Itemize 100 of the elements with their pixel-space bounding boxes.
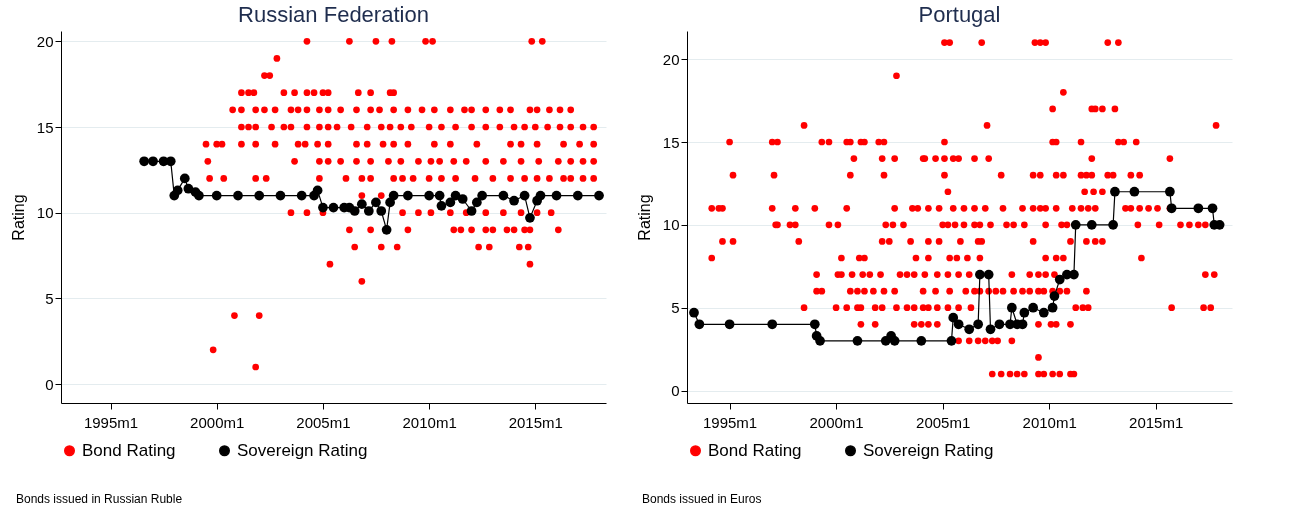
point	[148, 156, 158, 167]
legend-label: Bond Rating	[82, 440, 176, 460]
x-tick-label: 2000m1	[809, 413, 864, 431]
x-tick-label: 2010m1	[1022, 413, 1077, 431]
point	[385, 197, 395, 208]
legend-label: Sovereign Rating	[863, 440, 994, 460]
point	[948, 312, 959, 323]
y-tick-label: 0	[45, 375, 54, 393]
y-tick-label: 5	[671, 299, 680, 317]
point	[852, 336, 863, 346]
point	[434, 190, 445, 201]
point	[1086, 220, 1097, 230]
point	[1108, 220, 1118, 230]
point	[371, 197, 381, 208]
x-tick-label: 2015m1	[1129, 413, 1184, 431]
point	[254, 190, 265, 201]
point	[498, 190, 509, 201]
y-tick-label: 10	[36, 204, 54, 222]
point	[312, 185, 323, 196]
point	[509, 195, 519, 206]
x-tick-label: 2010m1	[402, 413, 457, 431]
point	[356, 199, 367, 210]
point	[975, 269, 985, 280]
point	[1047, 302, 1058, 313]
text: Bonds issued in Euros	[642, 492, 762, 506]
point	[139, 156, 150, 167]
y-tick-label: 5	[45, 289, 54, 307]
x-tick-label: 2015m1	[508, 413, 563, 431]
point	[594, 190, 604, 201]
y-tick-label: 20	[36, 32, 54, 50]
point	[436, 200, 447, 211]
point	[519, 190, 530, 201]
y-axis-title: Rating	[635, 194, 653, 241]
legend-label: Bond Rating	[708, 440, 802, 460]
point	[1129, 186, 1140, 197]
point	[445, 197, 456, 208]
point	[985, 324, 996, 335]
point	[1207, 203, 1218, 214]
chart-title: Portugal	[918, 2, 1001, 27]
point	[1049, 291, 1060, 301]
point	[1006, 302, 1017, 313]
point	[973, 319, 984, 330]
legend-label: Sovereign Rating	[237, 440, 368, 460]
point	[724, 319, 735, 330]
point	[809, 319, 820, 330]
point	[1028, 302, 1039, 313]
point	[296, 190, 307, 201]
point	[1110, 186, 1120, 197]
point	[1193, 203, 1204, 214]
x-tick-label: 1995m1	[702, 413, 758, 431]
point	[916, 336, 927, 346]
point	[194, 190, 204, 201]
point	[466, 206, 477, 216]
point	[275, 190, 286, 201]
point	[172, 185, 183, 196]
point	[694, 319, 705, 330]
point	[424, 190, 434, 201]
point	[211, 190, 222, 201]
y-tick-label: 10	[662, 216, 680, 234]
point	[1070, 220, 1081, 230]
point	[381, 224, 392, 235]
point	[1054, 274, 1065, 285]
point	[1165, 186, 1175, 197]
point	[983, 269, 994, 280]
point	[964, 324, 975, 335]
point	[572, 190, 583, 201]
point	[403, 190, 413, 201]
point	[477, 190, 488, 201]
point	[363, 206, 374, 216]
point	[179, 173, 190, 184]
point	[767, 319, 778, 330]
y-tick-label: 15	[36, 118, 54, 136]
point	[994, 319, 1005, 330]
point	[1038, 307, 1049, 318]
point	[535, 190, 546, 201]
point	[471, 197, 482, 208]
point	[376, 206, 387, 216]
point	[689, 307, 699, 318]
point	[953, 319, 964, 330]
point	[946, 336, 957, 346]
point	[318, 202, 328, 213]
x-tick-label: 2000m1	[190, 413, 245, 431]
point	[551, 190, 562, 201]
point	[233, 190, 243, 201]
point	[889, 336, 900, 346]
y-tick-label: 15	[662, 133, 680, 151]
x-tick-label: 2005m1	[296, 413, 351, 431]
chart-title: Russian Federation	[238, 2, 429, 27]
point	[349, 206, 360, 216]
point	[525, 212, 535, 223]
point	[457, 194, 468, 204]
point	[1019, 307, 1030, 318]
point	[815, 336, 825, 346]
y-tick-label: 20	[662, 50, 680, 68]
point	[1069, 269, 1079, 280]
x-tick-label: 2005m1	[916, 413, 971, 431]
y-axis-title: Rating	[9, 194, 27, 241]
point	[328, 202, 339, 213]
point	[388, 190, 399, 201]
y-tick-label: 0	[671, 382, 680, 400]
